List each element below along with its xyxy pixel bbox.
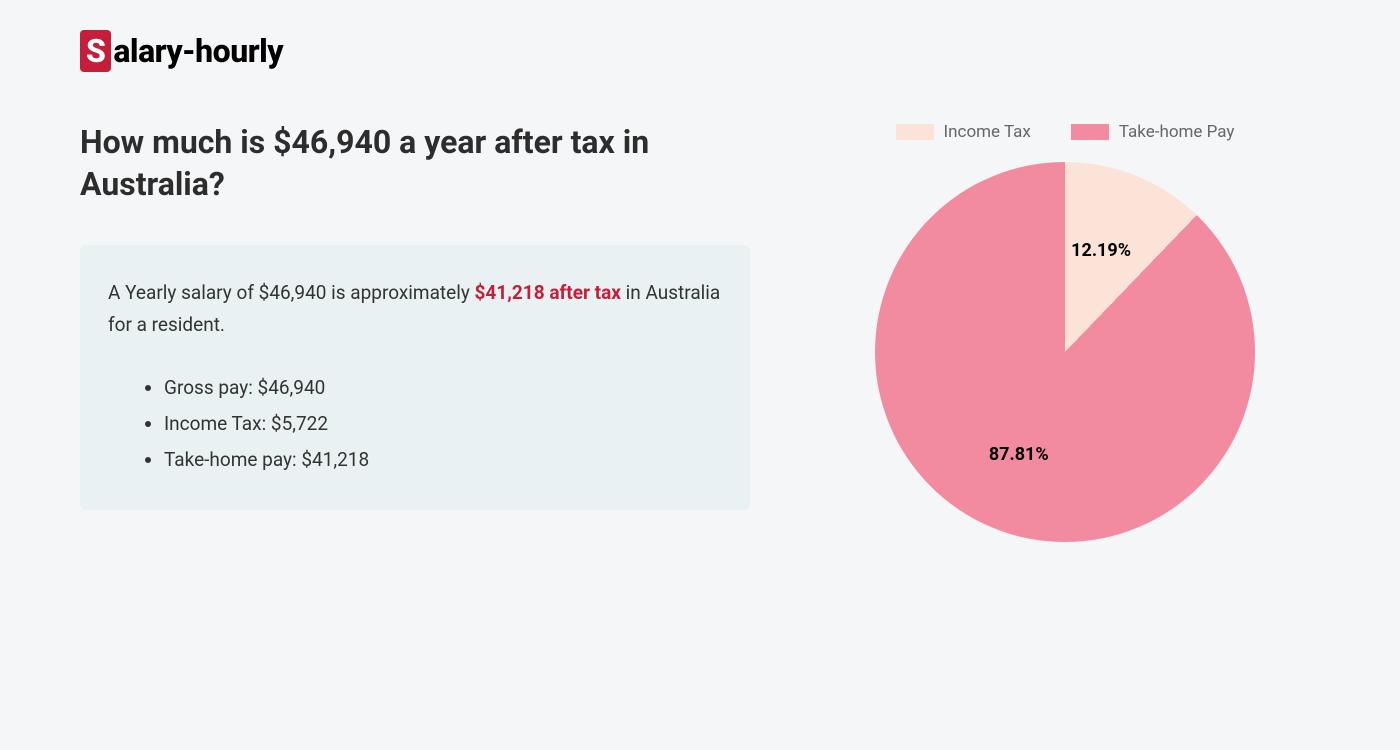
list-item: Take-home pay: $41,218: [164, 442, 722, 478]
pie-label-take-home: 87.81%: [989, 444, 1049, 465]
pie-chart: 12.19% 87.81%: [875, 162, 1255, 542]
breakdown-list: Gross pay: $46,940 Income Tax: $5,722 Ta…: [108, 370, 722, 478]
chart-legend: Income Tax Take-home Pay: [896, 122, 1235, 142]
list-item: Gross pay: $46,940: [164, 370, 722, 406]
pie-disc: [875, 162, 1255, 542]
summary-text: A Yearly salary of $46,940 is approximat…: [108, 277, 722, 342]
legend-item-income-tax: Income Tax: [896, 122, 1031, 142]
pie-label-income-tax: 12.19%: [1071, 240, 1131, 261]
legend-label: Income Tax: [944, 122, 1031, 142]
list-item: Income Tax: $5,722: [164, 406, 722, 442]
legend-swatch: [1071, 124, 1109, 140]
summary-box: A Yearly salary of $46,940 is approximat…: [80, 245, 750, 510]
logo-badge: S: [80, 30, 111, 72]
site-logo: Salary-hourly: [80, 30, 1320, 72]
logo-text: alary-hourly: [113, 32, 283, 70]
summary-highlight: $41,218 after tax: [475, 281, 621, 304]
legend-swatch: [896, 124, 934, 140]
page-heading: How much is $46,940 a year after tax in …: [80, 122, 750, 205]
summary-prefix: A Yearly salary of $46,940 is approximat…: [108, 281, 475, 304]
legend-item-take-home: Take-home Pay: [1071, 122, 1235, 142]
legend-label: Take-home Pay: [1119, 122, 1235, 142]
